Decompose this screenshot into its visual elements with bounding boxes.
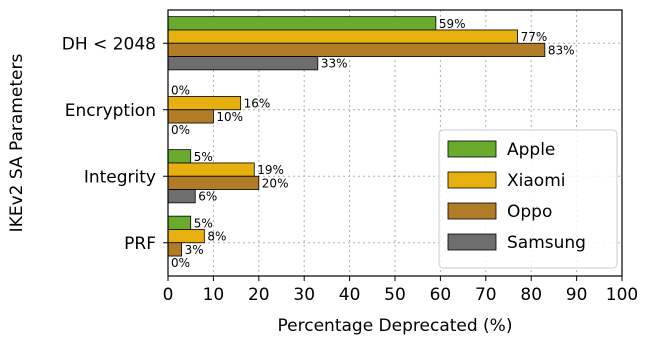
- x-axis-ticks: 0 10 20 30 40 50 60 70 80 90 100: [163, 276, 638, 305]
- y-axis-title: IKEv2 SA Parameters: [7, 54, 27, 233]
- data-label-samsung: 6%: [198, 190, 217, 204]
- bar-oppo: [167, 42, 546, 57]
- x-tick-label: 70: [475, 285, 497, 305]
- data-label-samsung: 0%: [171, 123, 190, 137]
- legend-box: [438, 129, 618, 269]
- bar-xiaomi: [167, 162, 255, 177]
- x-tick-label: 90: [566, 285, 588, 305]
- data-label-oppo: 20%: [262, 176, 289, 190]
- bar-apple: [167, 215, 192, 230]
- x-tick-label: 50: [384, 285, 406, 305]
- y-axis-ticks: DH < 2048 Encryption Integrity PRF: [62, 34, 168, 254]
- y-tick-label: Encryption: [65, 101, 156, 121]
- data-label-samsung: 0%: [171, 256, 190, 270]
- bar-apple: [167, 16, 437, 31]
- data-label-xiaomi: 77%: [521, 30, 548, 44]
- data-label-apple: 0%: [171, 83, 190, 97]
- data-label-oppo: 10%: [216, 110, 243, 124]
- x-tick-label: 40: [339, 285, 361, 305]
- legend-swatch-samsung: [447, 233, 497, 251]
- bar-samsung: [167, 189, 196, 204]
- bar-oppo: [167, 109, 214, 124]
- x-axis-title: Percentage Deprecated (%): [278, 316, 513, 336]
- data-label-xiaomi: 8%: [207, 230, 226, 244]
- legend-swatch-xiaomi: [447, 171, 497, 189]
- x-tick-label: 30: [293, 285, 315, 305]
- data-label-samsung: 33%: [321, 57, 348, 71]
- x-tick-label: 80: [520, 285, 542, 305]
- y-tick-label: DH < 2048: [62, 34, 156, 54]
- data-label-xiaomi: 16%: [244, 97, 271, 111]
- bar-samsung: [167, 56, 319, 71]
- bar-xiaomi: [167, 29, 518, 44]
- bar-oppo: [167, 242, 183, 257]
- x-tick-label: 0: [163, 285, 174, 305]
- bar-xiaomi: [167, 229, 205, 244]
- legend-swatch-oppo: [447, 202, 497, 220]
- x-tick-label: 10: [203, 285, 225, 305]
- data-labels: 59%77%83%33%0%16%10%0%5%19%20%6%5%8%3%0%: [171, 17, 574, 270]
- y-tick-label: PRF: [124, 234, 156, 254]
- data-label-apple: 5%: [194, 216, 213, 230]
- data-label-oppo: 3%: [185, 243, 204, 257]
- bar-apple: [167, 149, 192, 164]
- legend-label-apple: Apple: [507, 140, 555, 160]
- bar-oppo: [167, 175, 260, 190]
- bar-xiaomi: [167, 96, 242, 111]
- data-label-xiaomi: 19%: [257, 163, 284, 177]
- legend: Apple Xiaomi Oppo Samsung: [438, 129, 618, 269]
- legend-swatch-apple: [447, 140, 497, 158]
- data-label-apple: 5%: [194, 150, 213, 164]
- legend-label-samsung: Samsung: [507, 233, 586, 253]
- data-label-oppo: 83%: [548, 43, 575, 57]
- legend-label-oppo: Oppo: [507, 202, 552, 222]
- x-tick-label: 20: [248, 285, 270, 305]
- x-tick-label: 100: [606, 285, 638, 305]
- x-tick-label: 60: [430, 285, 452, 305]
- legend-label-xiaomi: Xiaomi: [507, 171, 565, 191]
- data-label-apple: 59%: [439, 17, 466, 31]
- y-tick-label: Integrity: [84, 167, 156, 187]
